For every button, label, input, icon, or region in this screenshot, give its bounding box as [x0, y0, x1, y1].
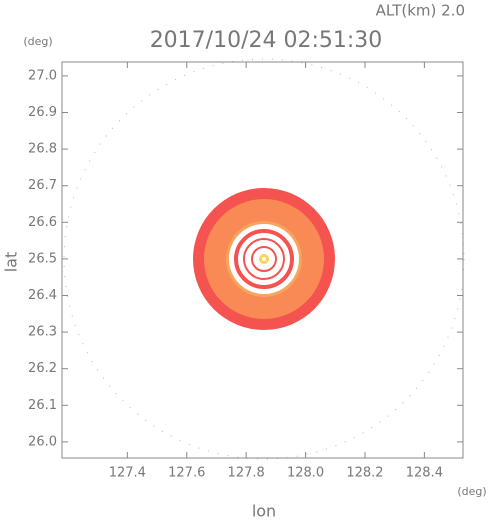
echo-inner-ring — [234, 229, 294, 289]
x-tick-label: 127.6 — [168, 466, 205, 481]
y-axis-label: lat — [2, 252, 21, 273]
echo-inner-ring — [243, 238, 285, 280]
y-tick-label: 26.5 — [28, 251, 57, 266]
y-tick-label: 26.9 — [28, 105, 57, 120]
echo-center — [262, 257, 266, 261]
y-tick-label: 26.4 — [28, 288, 57, 303]
x-axis-label: lon — [252, 502, 276, 521]
echo-inner-ring — [251, 246, 277, 272]
y-tick-label: 26.0 — [28, 434, 57, 449]
altitude-label: ALT(km) 2.0 — [376, 2, 465, 20]
y-tick-label: 26.8 — [28, 142, 57, 157]
axes: 127.4 127.6 127.8 128.0 128.2 128.4 26.0 26.1 26… — [28, 62, 463, 481]
y-tick-label: 27.0 — [28, 68, 57, 83]
x-tick-label: 128.0 — [287, 466, 324, 481]
plot-frame — [61, 61, 464, 459]
range-ring — [63, 58, 465, 460]
y-tick-label: 26.1 — [28, 398, 57, 413]
x-tick-label: 128.4 — [406, 466, 443, 481]
y-tick-label: 26.6 — [28, 215, 57, 230]
y-tick-label: 26.3 — [28, 325, 57, 340]
chart-title: 2017/10/24 02:51:30 — [150, 28, 383, 53]
x-tick-label: 128.2 — [346, 466, 383, 481]
y-tick-label: 26.2 — [28, 361, 57, 376]
y-unit: (deg) — [23, 35, 52, 48]
x-tick-label: 127.4 — [109, 466, 146, 481]
x-tick-label: 127.8 — [228, 466, 265, 481]
y-tick-label: 26.7 — [28, 178, 57, 193]
x-unit: (deg) — [457, 485, 486, 498]
radar-echo — [63, 58, 465, 460]
